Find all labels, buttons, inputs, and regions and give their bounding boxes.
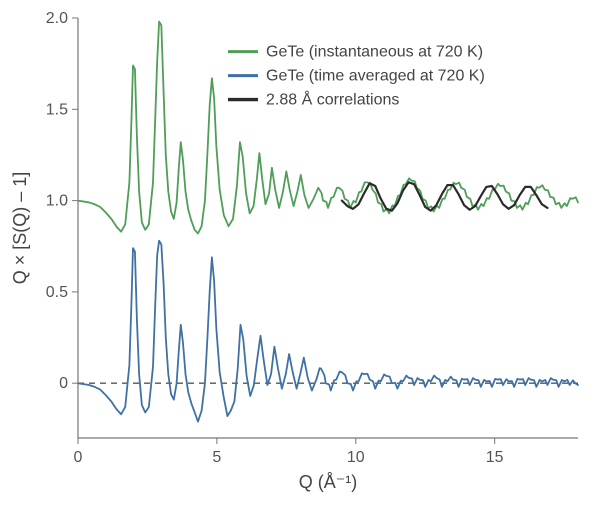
x-tick-label: 15 [486,449,504,466]
y-tick-label: 0 [59,375,68,392]
x-tick-label: 0 [74,449,83,466]
x-tick-label: 5 [212,449,221,466]
legend-label: 2.88 Å correlations [266,90,399,109]
legend-label: GeTe (instantaneous at 720 K) [266,44,483,61]
x-tick-label: 10 [347,449,365,466]
chart-svg: 0 0.5 1.0 1.5 2.0 0 5 10 15 Q (Å⁻¹) Q × [S(Q) – 1]… [0,0,600,509]
x-axis-label: Q (Å⁻¹) [299,472,358,492]
y-tick-label: 1.0 [46,193,68,210]
y-tick-label: 1.5 [46,101,68,118]
y-tick-label: 2.0 [46,10,68,27]
chart-container: 0 0.5 1.0 1.5 2.0 0 5 10 15 Q (Å⁻¹) Q × [S(Q) – 1]… [0,0,600,509]
legend-label: GeTe (time averaged at 720 K) [266,68,485,85]
y-tick-label: 0.5 [46,284,68,301]
y-axis-label: Q × [S(Q) – 1] [10,172,30,285]
